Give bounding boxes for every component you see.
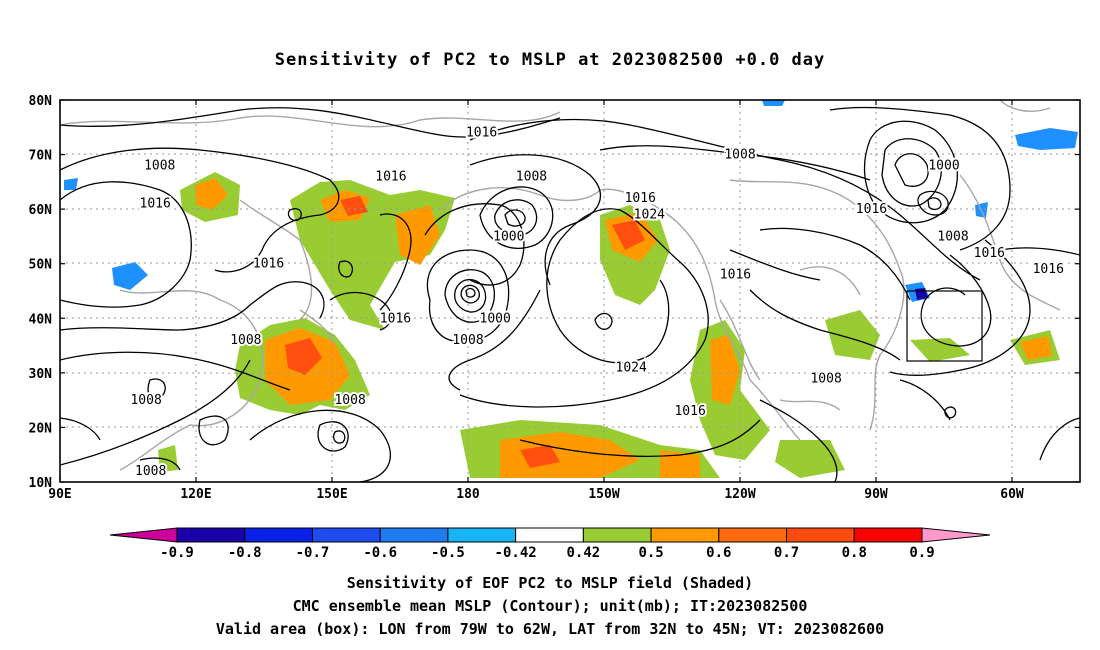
- colorbar-cells: [176, 527, 923, 543]
- colorbar-label: -0.7: [296, 545, 330, 561]
- colorbar-label: 0.5: [638, 545, 663, 561]
- contour-label: 1008: [724, 148, 755, 163]
- sensitivity-shading: [64, 100, 1078, 478]
- colorbar-cell: [447, 527, 517, 543]
- longitude-label: 150E: [316, 487, 347, 502]
- contour-label: 1008: [810, 371, 841, 386]
- map-frame: [59, 99, 1081, 483]
- colorbar-label: -0.9: [160, 545, 194, 561]
- longitude-label: 120E: [180, 487, 211, 502]
- contour-label: 1016: [140, 197, 171, 212]
- contour-label: 1000: [493, 229, 524, 244]
- latitude-label: 50N: [29, 258, 53, 273]
- colorbar-label: 0.8: [842, 545, 867, 561]
- contour-label: 1008: [334, 393, 365, 408]
- latitude-label: 80N: [29, 94, 53, 109]
- colorbar-label: -0.42: [495, 545, 537, 561]
- colorbar-labels: -0.9 -0.8 -0.7 -0.6 -0.5 -0.42 0.42 0.5 0.6 0.7 0.…: [160, 545, 935, 561]
- longitude-labels: 90E 120E 150E 180 150W 120W 90W 60W: [48, 487, 1024, 502]
- caption-contour: CMC ensemble mean MSLP (Contour); unit(m…: [292, 597, 808, 615]
- colorbar-label: 0.7: [774, 545, 799, 561]
- longitude-label: 120W: [724, 487, 755, 502]
- colorbar-cell: [718, 527, 788, 543]
- latitude-label: 70N: [29, 149, 53, 164]
- caption-valid-area: Valid area (box): LON from 79W to 62W, L…: [215, 620, 885, 638]
- latitude-label: 10N: [29, 476, 53, 491]
- colorbar-label: 0.9: [909, 545, 934, 561]
- mslp-contours: [60, 106, 1080, 482]
- colorbar-label: 0.42: [567, 545, 601, 561]
- coastlines: [60, 100, 1061, 471]
- colorbar-cell: [515, 527, 584, 543]
- valid-area-box: [906, 290, 983, 362]
- contour-label: 1016: [674, 404, 705, 419]
- contour-label: 1008: [144, 158, 175, 173]
- colorbar-cell: [311, 527, 381, 543]
- longitude-label: 60W: [1000, 487, 1024, 502]
- latitude-label: 30N: [29, 367, 53, 382]
- contour-label: 1016: [720, 268, 751, 283]
- contour-labels: 1016 1008 1016 1016 1008 1016 1024 1000 1008 1000…: [128, 124, 1065, 481]
- contour-label: 1008: [937, 229, 968, 244]
- colorbar-cell: [582, 527, 652, 543]
- contour-label: 1000: [480, 311, 511, 326]
- contour-label: 1016: [625, 191, 656, 206]
- contour-label: 1016: [380, 311, 411, 326]
- colorbar-cell: [379, 527, 449, 543]
- longitude-label: 90E: [48, 487, 71, 502]
- contour-label: 1016: [1033, 262, 1064, 277]
- latitude-labels: 80N 70N 60N 50N 40N 30N 20N 10N: [29, 94, 53, 491]
- contour-label: 1016: [856, 202, 887, 217]
- latitude-label: 60N: [29, 203, 53, 218]
- shade-0.6-0.8: [285, 196, 645, 468]
- latitude-label: 20N: [29, 421, 53, 436]
- colorbar-cell: [786, 527, 855, 543]
- contour-label: 1016: [253, 257, 284, 272]
- caption-shading: Sensitivity of EOF PC2 to MSLP field (Sh…: [346, 574, 754, 592]
- longitude-label: 90W: [864, 487, 888, 502]
- colorbar-label: 0.6: [706, 545, 731, 561]
- contour-label: 1008: [135, 464, 166, 479]
- longitude-label: 150W: [588, 487, 619, 502]
- contour-label: 1000: [928, 158, 959, 173]
- plot-title: Sensitivity of PC2 to MSLP at 2023082500…: [274, 50, 826, 70]
- colorbar-cell: [176, 527, 246, 543]
- colorbar-cell: [244, 527, 313, 543]
- colorbar-label: -0.5: [431, 545, 465, 561]
- contour-label: 1008: [516, 169, 547, 184]
- contour-label: 1024: [634, 208, 665, 223]
- contour-label: 1016: [466, 126, 497, 141]
- shade-0.42-0.5: [158, 172, 1060, 478]
- sensitivity-map: 1016 1008 1016 1016 1008 1016 1024 1000 1008 1000…: [29, 94, 1081, 561]
- colorbar-high-end: [921, 527, 991, 543]
- colorbar: -0.9 -0.8 -0.7 -0.6 -0.5 -0.42 0.42 0.5 0.6 0.7 0.…: [109, 527, 991, 561]
- colorbar-low-end: [109, 527, 178, 543]
- axis-ticks: [59, 99, 1080, 483]
- colorbar-cell: [650, 527, 720, 543]
- contour-label: 1016: [974, 246, 1005, 261]
- contour-label: 1008: [452, 333, 483, 348]
- contour-label: 1016: [375, 169, 406, 184]
- contour-label: 1008: [130, 393, 161, 408]
- colorbar-cell: [853, 527, 923, 543]
- contour-label: 1008: [230, 333, 261, 348]
- contour-label: 1024: [616, 360, 647, 375]
- colorbar-label: -0.6: [363, 545, 397, 561]
- latitude-label: 40N: [29, 312, 53, 327]
- longitude-label: 180: [456, 487, 480, 502]
- colorbar-label: -0.8: [228, 545, 262, 561]
